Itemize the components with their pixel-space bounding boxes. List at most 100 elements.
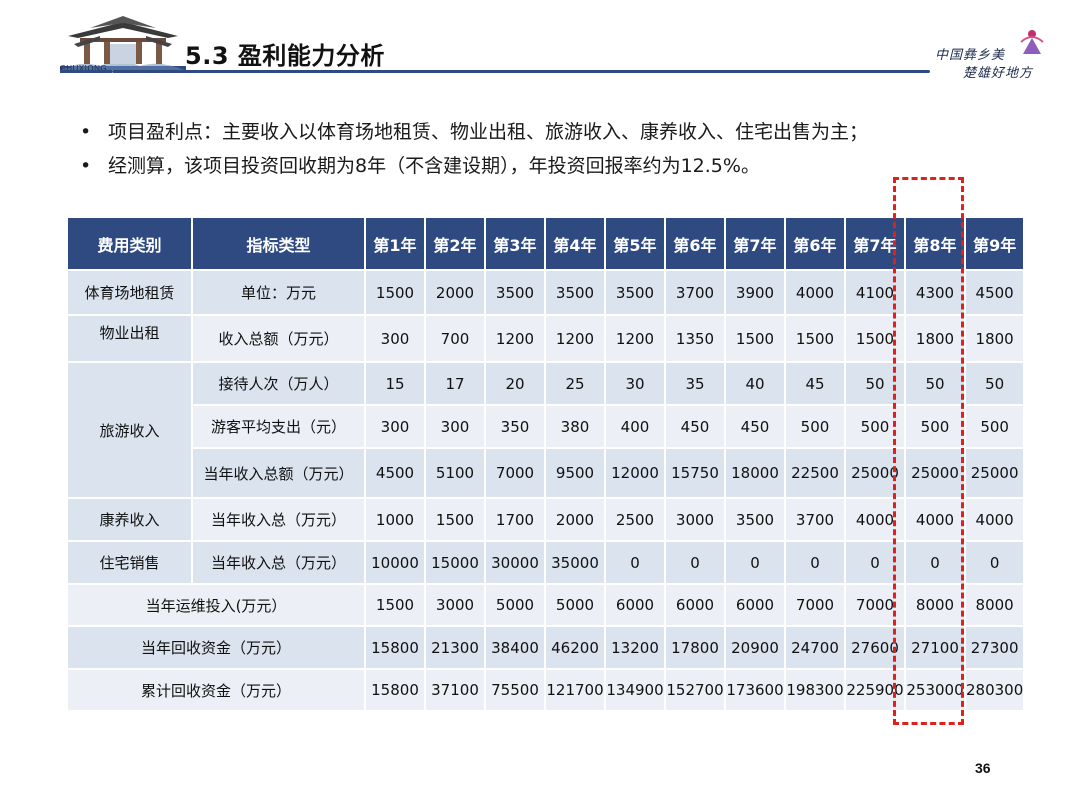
table-header-cell: 第2年 <box>424 216 486 271</box>
table-header-cell: 第7年 <box>724 216 786 271</box>
value-cell: 1500 <box>844 314 906 363</box>
value-cell: 3500 <box>604 269 666 316</box>
value-cell: 6000 <box>604 583 666 627</box>
value-cell: 1800 <box>963 314 1026 363</box>
value-cell: 22500 <box>784 447 846 499</box>
value-cell: 700 <box>424 314 486 363</box>
value-cell: 1800 <box>904 314 966 363</box>
value-cell: 1350 <box>664 314 726 363</box>
bullet-text: 经测算，该项目投资回收期为8年（不含建设期），年投资回报率约为12.5%。 <box>108 155 760 177</box>
category-cell: 体育场地租赁 <box>66 269 193 316</box>
category-cell: 物业出租 <box>66 314 193 363</box>
slogan-line-2: 楚雄好地方 <box>963 66 1034 81</box>
table-header-cell: 第6年 <box>784 216 846 271</box>
title-underline <box>112 70 930 73</box>
value-cell: 4000 <box>784 269 846 316</box>
value-cell: 1000 <box>364 497 426 542</box>
value-cell: 1500 <box>784 314 846 363</box>
value-cell: 3500 <box>724 497 786 542</box>
table-row: 游客平均支出（元） 300 300 350 380 400 450 450 50… <box>67 404 1026 449</box>
bullet-item: • 经测算，该项目投资回收期为8年（不含建设期），年投资回报率约为12.5%。 <box>78 149 1038 183</box>
value-cell: 4100 <box>844 269 906 316</box>
value-cell: 15750 <box>664 447 726 499</box>
summary-label-cell: 累计回收资金（万元） <box>66 668 366 712</box>
value-cell: 17800 <box>664 625 726 670</box>
metric-cell: 当年收入总（万元） <box>191 497 366 542</box>
value-cell: 1200 <box>484 314 546 363</box>
table-row: 住宅销售 当年收入总（万元） 10000 15000 30000 35000 0… <box>66 540 1026 585</box>
value-cell: 15800 <box>364 625 426 670</box>
value-cell: 450 <box>664 404 726 449</box>
value-cell: 300 <box>424 404 486 449</box>
table-header-cell: 第8年 <box>904 216 966 271</box>
metric-cell: 当年收入总额（万元） <box>191 447 366 499</box>
value-cell: 27600 <box>844 625 906 670</box>
value-cell: 2000 <box>424 269 486 316</box>
table-header-cell: 第4年 <box>544 216 606 271</box>
value-cell: 300 <box>364 404 426 449</box>
value-cell: 15 <box>364 361 426 406</box>
brand-name: CHUXIONG <box>60 64 108 73</box>
chuxiong-gate-logo <box>60 16 186 70</box>
value-cell: 134900 <box>604 668 666 712</box>
page-title: 5.3 盈利能力分析 <box>185 42 385 70</box>
table-row: 体育场地租赁 单位：万元 1500 2000 3500 3500 3500 37… <box>66 269 1026 316</box>
value-cell: 4000 <box>844 497 906 542</box>
profit-table: 费用类别 指标类型 第1年 第2年 第3年 第4年 第5年 第6年 第7年 第6… <box>66 216 1026 712</box>
bullet-list: • 项目盈利点：主要收入以体育场地租赁、物业出租、旅游收入、康养收入、住宅出售为… <box>78 115 1038 183</box>
value-cell: 1500 <box>364 583 426 627</box>
table-header-cell: 费用类别 <box>66 216 193 271</box>
value-cell: 173600 <box>724 668 786 712</box>
value-cell: 225900 <box>844 668 906 712</box>
category-cell: 旅游收入 <box>66 361 193 499</box>
value-cell: 50 <box>844 361 906 406</box>
value-cell: 25 <box>544 361 606 406</box>
value-cell: 10000 <box>364 540 426 585</box>
metric-cell: 单位：万元 <box>191 269 366 316</box>
table-header-row: 费用类别 指标类型 第1年 第2年 第3年 第4年 第5年 第6年 第7年 第6… <box>66 216 1026 271</box>
page-number: 36 <box>975 760 991 776</box>
value-cell: 25000 <box>904 447 966 499</box>
value-cell: 75500 <box>484 668 546 712</box>
value-cell: 50 <box>904 361 966 406</box>
value-cell: 4500 <box>364 447 426 499</box>
table-header-cell: 指标类型 <box>191 216 366 271</box>
value-cell: 0 <box>724 540 786 585</box>
value-cell: 1700 <box>484 497 546 542</box>
slogan: 中国彝乡美 楚雄好地方 <box>933 30 1051 82</box>
table-header-cell: 第5年 <box>604 216 666 271</box>
summary-label-cell: 当年回收资金（万元） <box>66 625 366 670</box>
bullet-dot: • <box>80 155 92 177</box>
value-cell: 8000 <box>904 583 966 627</box>
value-cell: 5100 <box>424 447 486 499</box>
value-cell: 30 <box>604 361 666 406</box>
value-cell: 21300 <box>424 625 486 670</box>
value-cell: 7000 <box>784 583 846 627</box>
value-cell: 280300 <box>963 668 1026 712</box>
value-cell: 198300 <box>784 668 846 712</box>
value-cell: 253000 <box>904 668 966 712</box>
value-cell: 400 <box>604 404 666 449</box>
value-cell: 350 <box>484 404 546 449</box>
value-cell: 46200 <box>544 625 606 670</box>
slogan-line-1: 中国彝乡美 <box>935 48 1006 63</box>
value-cell: 380 <box>544 404 606 449</box>
value-cell: 38400 <box>484 625 546 670</box>
value-cell: 6000 <box>664 583 726 627</box>
table-row: 累计回收资金（万元） 15800 37100 75500 121700 1349… <box>66 668 1026 712</box>
value-cell: 24700 <box>784 625 846 670</box>
value-cell: 3500 <box>544 269 606 316</box>
value-cell: 37100 <box>424 668 486 712</box>
value-cell: 13200 <box>604 625 666 670</box>
title-rule-left <box>60 70 112 73</box>
table-row: 物业出租 收入总额（万元） 300 700 1200 1200 1200 135… <box>66 314 1026 363</box>
table-row: 当年运维投入(万元） 1500 3000 5000 5000 6000 6000… <box>66 583 1026 627</box>
value-cell: 35 <box>664 361 726 406</box>
value-cell: 20 <box>484 361 546 406</box>
bullet-item: • 项目盈利点：主要收入以体育场地租赁、物业出租、旅游收入、康养收入、住宅出售为… <box>78 115 1038 149</box>
value-cell: 2000 <box>544 497 606 542</box>
value-cell: 4000 <box>963 497 1026 542</box>
summary-label-cell: 当年运维投入(万元） <box>66 583 366 627</box>
value-cell: 1200 <box>604 314 666 363</box>
value-cell: 3000 <box>664 497 726 542</box>
